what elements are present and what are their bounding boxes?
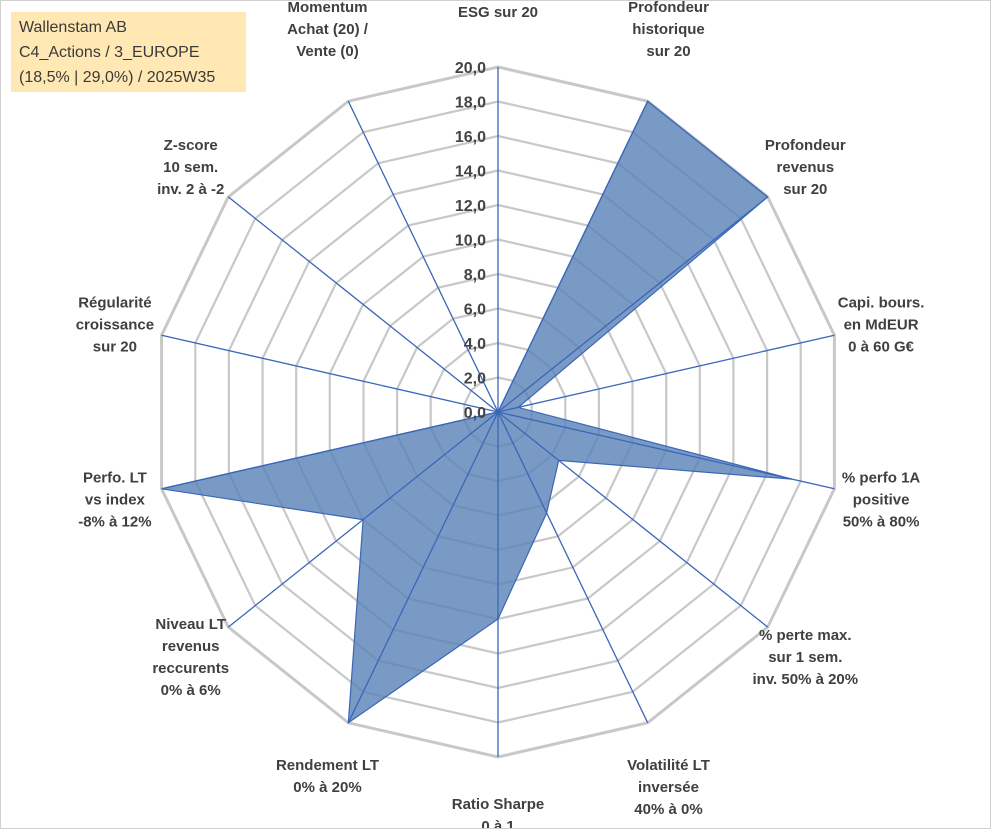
axis-label: Z-score 10 sem. inv. 2 à -2: [157, 137, 224, 198]
axis-spoke: [497, 334, 835, 413]
axis-label-line: Achat (20) /: [287, 21, 369, 38]
axis-label-line: -8% à 12%: [78, 514, 151, 531]
axis-label-line: inv. 50% à 20%: [752, 671, 858, 688]
axis-label: Capi. bours. en MdEUR 0 à 60 G€: [838, 295, 925, 356]
axis-label: Niveau LT revenus reccurents 0% à 6%: [152, 616, 229, 699]
axis-label-line: 0 à 60 G€: [848, 339, 915, 356]
axis-label: % perfo 1A positive 50% à 80%: [842, 470, 921, 531]
axis-spoke: [227, 411, 499, 628]
axis-label-line: 0% à 20%: [293, 779, 361, 796]
axis-spoke: [497, 100, 649, 413]
axis-label-line: % perte max.: [759, 627, 852, 644]
axis-label: Ratio Sharpe 0 à 1: [452, 796, 545, 828]
axis-label-line: 40% à 0%: [634, 801, 702, 818]
tick-label: 2,0: [464, 371, 486, 388]
axis-label-line: Volatilité LT: [627, 757, 710, 774]
axis-label-line: Profondeur: [628, 1, 709, 16]
tick-label: 14,0: [455, 164, 486, 181]
axis-label: Perfo. LT vs index -8% à 12%: [78, 470, 151, 531]
tick-label: 4,0: [464, 336, 486, 353]
tick-label: 16,0: [455, 129, 486, 146]
title-stats: (18,5% | 29,0%) / 2025W35: [19, 69, 216, 86]
tick-label: 0,0: [464, 405, 486, 422]
axis-label-line: Ratio Sharpe: [452, 796, 545, 813]
axis-label-line: 10 sem.: [163, 159, 218, 176]
axis-spoke: [161, 334, 499, 413]
axis-label: Momentum Achat (20) / Vente (0): [287, 1, 369, 60]
axis-label-line: en MdEUR: [844, 317, 919, 334]
tick-label: 8,0: [464, 267, 486, 284]
axis-spoke: [497, 196, 769, 413]
axis-label: Profondeur revenus sur 20: [765, 137, 846, 198]
axis-label-line: Vente (0): [296, 43, 359, 60]
axis-label-line: sur 20: [93, 339, 137, 356]
title-category: C4_Actions / 3_EUROPE: [19, 44, 200, 61]
axis-spoke: [347, 100, 499, 413]
series-area: [161, 100, 793, 725]
axis-label-line: inversée: [638, 779, 699, 796]
axis-label-line: reccurents: [152, 660, 229, 677]
axis-label-line: historique: [632, 21, 705, 38]
axis-label-line: Capi. bours.: [838, 295, 925, 312]
axis-label-line: % perfo 1A: [842, 470, 921, 487]
axis-label-line: croissance: [76, 317, 154, 334]
axis-label-line: sur 1 sem.: [768, 649, 842, 666]
axis-label-line: 50% à 80%: [843, 514, 920, 531]
axis-label-line: revenus: [162, 638, 220, 655]
axis-label: Profondeur historique sur 20: [628, 1, 709, 60]
tick-label: 6,0: [464, 302, 486, 319]
axis-label-line: revenus: [777, 159, 835, 176]
axis-spoke: [161, 411, 499, 490]
axis-label: Régularité croissance sur 20: [76, 295, 154, 356]
axis-spoke: [497, 411, 835, 490]
axis-label-line: Z-score: [164, 137, 218, 154]
axis-spoke: [227, 196, 499, 413]
axis-label-line: positive: [853, 492, 910, 509]
chart-title-box: Wallenstam AB C4_Actions / 3_EUROPE (18,…: [11, 12, 246, 92]
axis-label-line: Profondeur: [765, 137, 846, 154]
axis-spoke: [347, 411, 499, 724]
axis-label: % perte max. sur 1 sem. inv. 50% à 20%: [752, 627, 858, 688]
axis-label-line: sur 20: [783, 181, 827, 198]
axis-label-line: Rendement LT: [276, 757, 379, 774]
axis-label-line: sur 20: [646, 43, 690, 60]
title-company: Wallenstam AB: [19, 19, 127, 36]
axis-label-line: 0% à 6%: [161, 682, 221, 699]
axis-label-line: Perfo. LT: [83, 470, 147, 487]
axis-label-line: vs index: [85, 492, 146, 509]
tick-label: 12,0: [455, 198, 486, 215]
axis-label-line: 0 à 1: [481, 818, 514, 828]
axis-label-line: ESG sur 20: [458, 4, 538, 21]
axis-spoke: [497, 411, 649, 724]
axis-label: Rendement LT 0% à 20%: [276, 757, 379, 796]
axis-label-line: Niveau LT: [155, 616, 226, 633]
tick-label: 10,0: [455, 233, 486, 250]
axis-label-line: inv. 2 à -2: [157, 181, 224, 198]
axis-spoke: [497, 411, 769, 628]
tick-label: 20,0: [455, 60, 486, 77]
tick-label: 18,0: [455, 95, 486, 112]
axis-label-line: Régularité: [78, 295, 151, 312]
axis-label: Volatilité LT inversée 40% à 0%: [627, 757, 710, 818]
axis-label: NoteESG sur 20: [458, 1, 538, 21]
axis-label-line: Momentum: [288, 1, 368, 16]
